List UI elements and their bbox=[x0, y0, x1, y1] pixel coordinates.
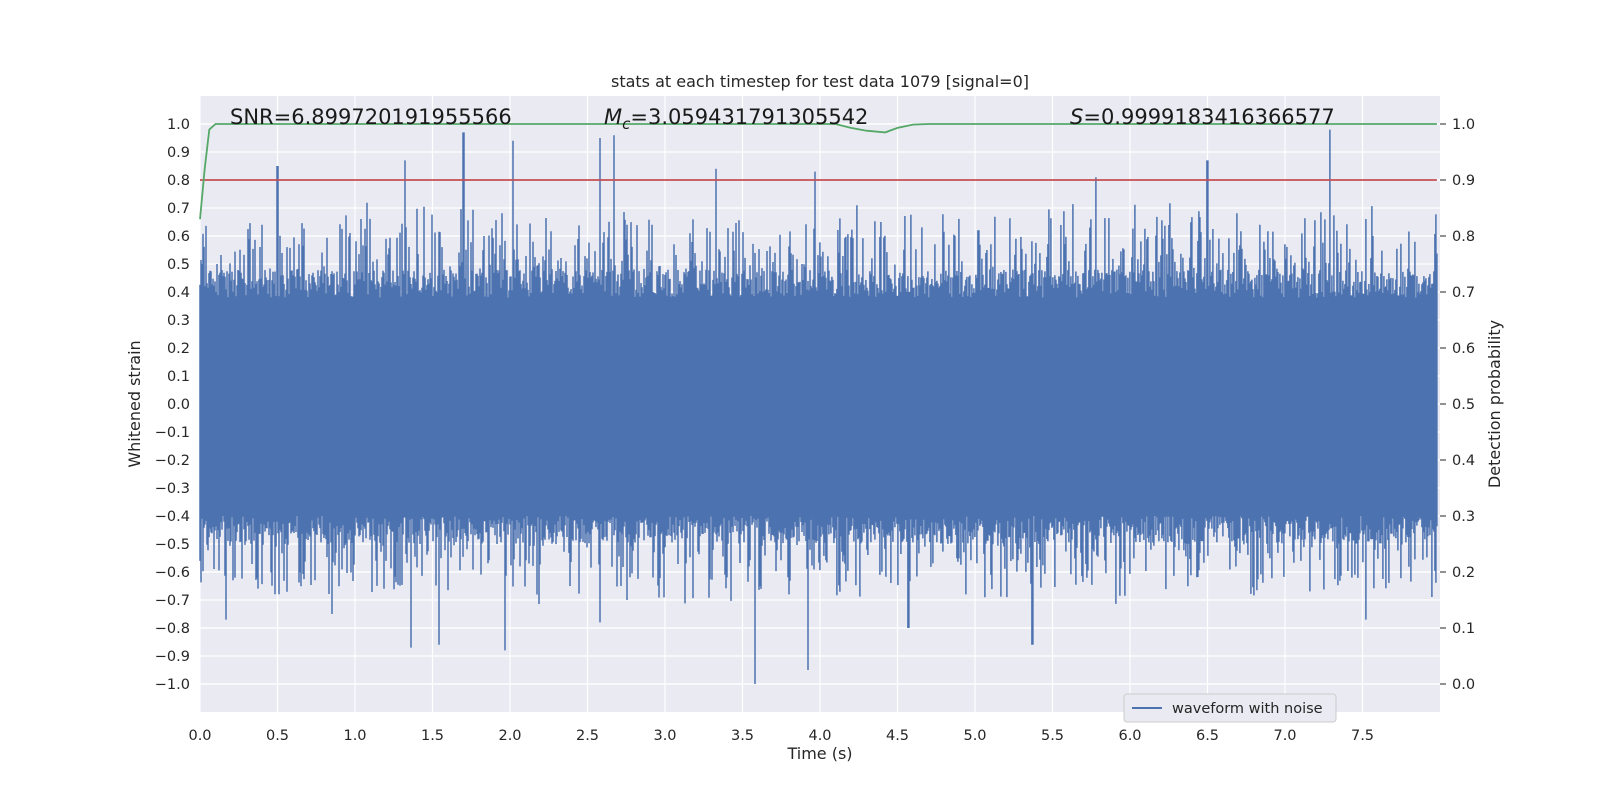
x-tick-label: 6.0 bbox=[1118, 728, 1141, 744]
y-tick-labels: −1.0 −0.9 −0.8 −0.7 −0.6 −0.5 −0.4 −0.3 −0.2 −0.1… bbox=[155, 117, 190, 693]
y-tick-label: 0.3 bbox=[167, 313, 190, 329]
y-tick-label: −0.3 bbox=[155, 481, 190, 497]
y-tick-label: 0.1 bbox=[167, 369, 190, 385]
x-tick-label: 3.0 bbox=[653, 728, 676, 744]
x-axis-label: Time (s) bbox=[786, 744, 852, 763]
waveform-line bbox=[199, 129, 1438, 684]
x-tick-label: 3.5 bbox=[731, 728, 754, 744]
y2-tick-label: 0.9 bbox=[1452, 173, 1475, 189]
score-value: =0.9999183416366577 bbox=[1083, 105, 1334, 129]
waveform-series bbox=[199, 129, 1438, 684]
y2-tick-label: 0.3 bbox=[1452, 509, 1475, 525]
x-tick-labels: 0.0 0.5 1.0 1.5 2.0 2.5 3.0 3.5 4.0 4.5 5.0 5.5 6.0 6… bbox=[188, 728, 1374, 744]
x-tick-label: 5.5 bbox=[1041, 728, 1064, 744]
y-tick-label: −1.0 bbox=[155, 677, 190, 693]
snr-annotation: SNR=6.899720191955566 bbox=[230, 105, 512, 129]
y2-tick-label: 0.5 bbox=[1452, 397, 1475, 413]
probability-series bbox=[199, 123, 1437, 220]
chart-title: stats at each timestep for test data 107… bbox=[611, 72, 1029, 91]
y2-tick-label: 0.8 bbox=[1452, 229, 1475, 245]
legend-entry: waveform with noise bbox=[1172, 701, 1323, 717]
y2-tick-label: 0.7 bbox=[1452, 285, 1475, 301]
y2-tick-label: 0.1 bbox=[1452, 621, 1475, 637]
y-tick-label: 0.4 bbox=[167, 285, 190, 301]
x-tick-label: 6.5 bbox=[1196, 728, 1219, 744]
y-tick-label: 0.0 bbox=[167, 397, 190, 413]
y2-tick-label: 0.2 bbox=[1452, 565, 1475, 581]
y-tick-label: 0.8 bbox=[167, 173, 190, 189]
y2-tick-labels: 0.0 0.1 0.2 0.3 0.4 0.5 0.6 0.7 0.8 0.9 1.0 bbox=[1440, 117, 1475, 693]
y2-tick-label: 0.6 bbox=[1452, 341, 1475, 357]
x-tick-label: 0.5 bbox=[266, 728, 289, 744]
y-tick-label: −0.2 bbox=[155, 453, 190, 469]
y2-tick-label: 0.0 bbox=[1452, 677, 1475, 693]
x-tick-label: 5.0 bbox=[963, 728, 986, 744]
x-tick-label: 4.5 bbox=[886, 728, 909, 744]
legend-box bbox=[1123, 693, 1337, 723]
y2-tick-label: 0.4 bbox=[1452, 453, 1475, 469]
y-tick-label: −0.5 bbox=[155, 537, 190, 553]
y-tick-label: 1.0 bbox=[167, 117, 190, 133]
x-tick-label: 0.0 bbox=[188, 728, 211, 744]
chirp-mass-symbol: M bbox=[604, 105, 622, 129]
y-tick-label: 0.5 bbox=[167, 257, 190, 273]
chirp-mass-value: =3.059431791305542 bbox=[630, 105, 868, 129]
x-tick-label: 4.0 bbox=[808, 728, 831, 744]
y-tick-label: −0.8 bbox=[155, 621, 190, 637]
y-tick-label: −0.4 bbox=[155, 509, 190, 525]
score-symbol: S bbox=[1070, 105, 1083, 129]
x-tick-label: 1.0 bbox=[343, 728, 366, 744]
score-annotation: S=0.9999183416366577 bbox=[1070, 105, 1335, 129]
y-tick-label: 0.7 bbox=[167, 201, 190, 217]
y-tick-label: 0.2 bbox=[167, 341, 190, 357]
y-tick-label: −0.7 bbox=[155, 593, 190, 609]
x-tick-label: 1.5 bbox=[421, 728, 444, 744]
x-tick-label: 7.0 bbox=[1273, 728, 1296, 744]
chirp-mass-annotation: Mc=3.059431791305542 bbox=[604, 105, 868, 133]
x-tick-label: 2.0 bbox=[498, 728, 521, 744]
y-tick-label: −0.9 bbox=[155, 649, 190, 665]
x-tick-label: 2.5 bbox=[576, 728, 599, 744]
x-tick-label: 7.5 bbox=[1351, 728, 1374, 744]
y-tick-label: 0.6 bbox=[167, 229, 190, 245]
chirp-mass-subscript: c bbox=[622, 115, 631, 133]
y-tick-label: −0.6 bbox=[155, 565, 190, 581]
y-tick-label: −0.1 bbox=[155, 425, 190, 441]
y-axis-label: Whitened strain bbox=[125, 340, 144, 467]
detection-probability-line bbox=[199, 123, 1437, 220]
y2-tick-label: 1.0 bbox=[1452, 117, 1475, 133]
y-tick-label: 0.9 bbox=[167, 145, 190, 161]
y2-axis-label: Detection probability bbox=[1485, 320, 1504, 488]
legend: waveform with noise bbox=[1123, 693, 1337, 723]
